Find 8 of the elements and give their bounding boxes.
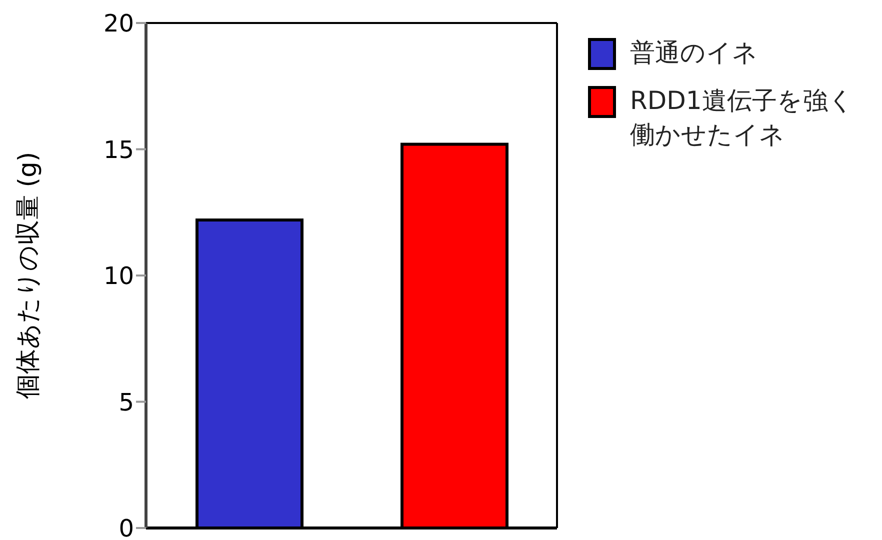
y-tick-label: 5 xyxy=(118,388,134,416)
y-tick-label: 10 xyxy=(103,262,134,290)
y-tick-label: 20 xyxy=(103,10,134,38)
legend-label: 普通のイネ xyxy=(630,37,759,69)
legend-label: RDD1遺伝子を強く働かせたイネ xyxy=(630,85,855,151)
y-tick-label: 0 xyxy=(118,514,134,540)
y-tick-label: 15 xyxy=(103,136,134,164)
y-axis-title: 個体あたりの収量 (g) xyxy=(12,152,42,400)
